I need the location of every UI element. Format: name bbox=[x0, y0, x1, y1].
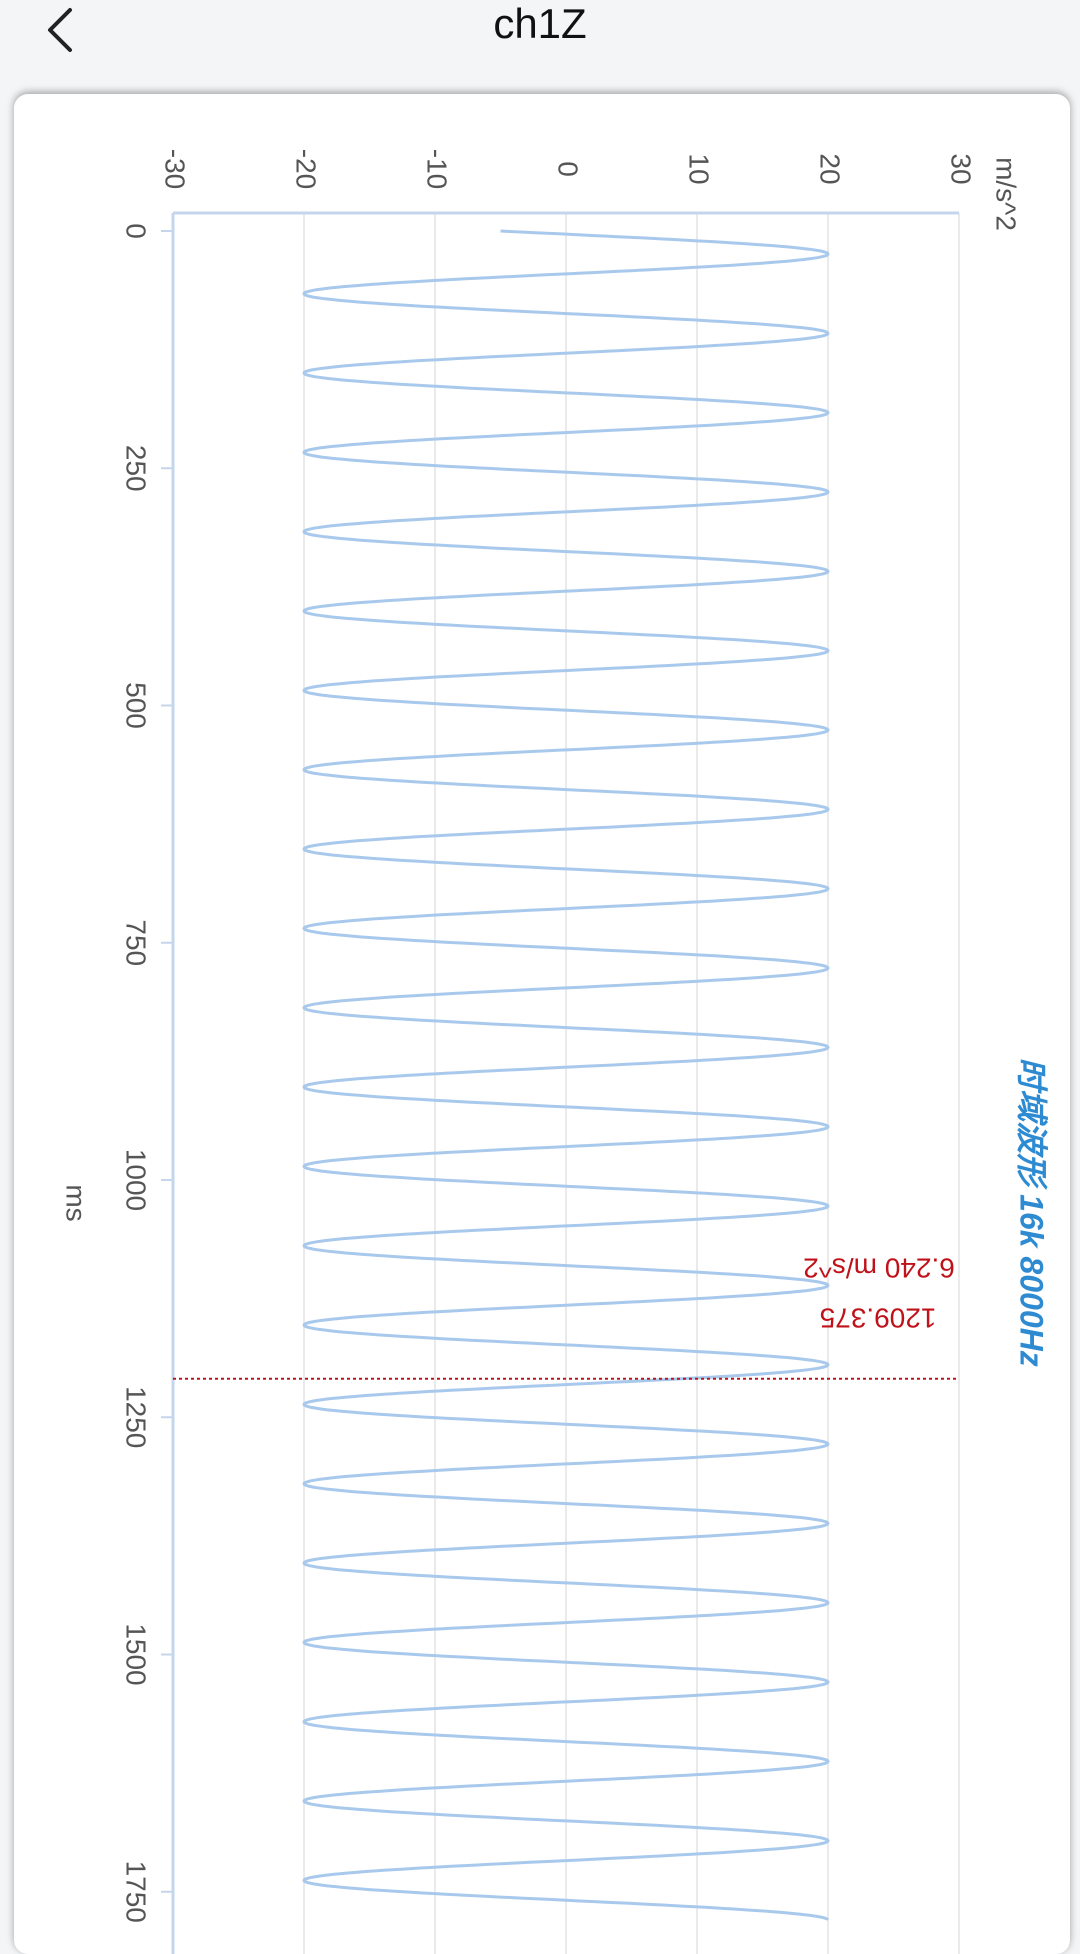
chevron-left-icon bbox=[48, 8, 72, 52]
cursor-time-label: 1209.375 bbox=[820, 1303, 937, 1334]
y-tick-label: -20 bbox=[291, 149, 322, 189]
x-tick-label: 500 bbox=[121, 682, 152, 729]
series-line bbox=[302, 229, 830, 1921]
x-axis-label: ms bbox=[61, 1184, 92, 1221]
x-tick-label: 1750 bbox=[121, 1861, 152, 1923]
x-tick-label: 750 bbox=[121, 919, 152, 966]
chart-card: -30 -20 -10 0 10 20 30 0 250 500 750 1000 1250 1500 17… bbox=[14, 94, 1070, 1954]
y-tick-label: 20 bbox=[815, 153, 846, 184]
cursor-value-label: 6.240 m/s^2 bbox=[803, 1253, 955, 1284]
y-tick-label: -30 bbox=[160, 149, 191, 189]
y-tick-label: 10 bbox=[684, 153, 715, 184]
x-tick-label: 1500 bbox=[121, 1623, 152, 1685]
x-tick-label: 1250 bbox=[121, 1386, 152, 1448]
y-axis-label: m/s^2 bbox=[991, 157, 1022, 231]
app-header: ch1Z bbox=[0, 0, 1080, 80]
y-tick-label: -10 bbox=[422, 149, 453, 189]
x-tick-label: 250 bbox=[121, 445, 152, 492]
page-title: ch1Z bbox=[493, 0, 587, 47]
y-tick-label: 0 bbox=[553, 161, 584, 177]
chart-title: 时域波形 16k 8000Hz bbox=[1014, 1057, 1050, 1366]
waveform-chart[interactable]: -30 -20 -10 0 10 20 30 0 250 500 750 1000 1250 1500 17… bbox=[14, 94, 1070, 1954]
x-tick-label: 1000 bbox=[121, 1149, 152, 1211]
x-tick-label: 0 bbox=[121, 223, 152, 239]
y-tick-label: 30 bbox=[946, 153, 977, 184]
back-button[interactable] bbox=[30, 0, 90, 60]
